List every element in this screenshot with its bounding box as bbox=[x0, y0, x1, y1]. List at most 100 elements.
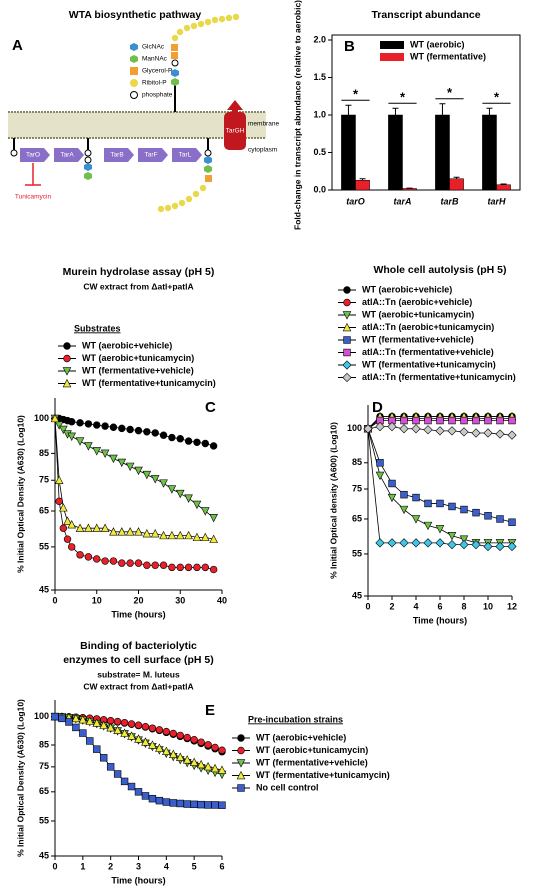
marker bbox=[134, 788, 143, 796]
marker bbox=[67, 418, 76, 426]
x-tick-label: 4 bbox=[413, 601, 418, 611]
legend-label: WT (aerobic) bbox=[410, 39, 465, 49]
marker bbox=[109, 454, 118, 464]
marker bbox=[211, 801, 219, 809]
glycerol bbox=[171, 52, 178, 59]
marker bbox=[58, 714, 66, 723]
marker bbox=[125, 527, 135, 536]
marker bbox=[120, 728, 129, 737]
marker bbox=[71, 713, 81, 723]
marker bbox=[151, 561, 159, 569]
legend-label: WT (fermentative+vehicle) bbox=[82, 365, 194, 375]
chart-title: Murein hydrolase assay (pH 5) bbox=[63, 266, 215, 278]
ribitol bbox=[190, 22, 198, 30]
series-line bbox=[367, 428, 513, 523]
legend-label: WT (fermentative+vehicle) bbox=[256, 757, 368, 767]
marker bbox=[424, 499, 432, 508]
marker bbox=[76, 419, 84, 427]
marker bbox=[162, 798, 171, 806]
mannac-icon bbox=[130, 55, 138, 63]
marker bbox=[84, 523, 93, 532]
legend-label: atlA::Tn (fermentative+vehicle) bbox=[362, 347, 494, 357]
y-axis-label: Fold-change in transcript abundance (rel… bbox=[292, 0, 302, 230]
marker bbox=[237, 784, 245, 792]
marker bbox=[375, 471, 385, 481]
marker bbox=[201, 563, 210, 572]
legend-label: atlA::Tn (aerobic+vehicle) bbox=[362, 297, 472, 307]
series-line bbox=[54, 418, 214, 570]
annotation: * bbox=[447, 85, 453, 100]
x-tick-label: 5 bbox=[192, 861, 197, 871]
chart-title: Transcript abundance bbox=[371, 9, 480, 21]
glycerol bbox=[205, 175, 212, 182]
marker bbox=[376, 459, 384, 467]
ribitol bbox=[178, 199, 186, 207]
marker bbox=[106, 763, 115, 771]
marker bbox=[508, 518, 516, 526]
marker bbox=[399, 505, 409, 515]
marker bbox=[412, 416, 420, 425]
marker bbox=[55, 497, 63, 506]
transporter-label: TarGH bbox=[226, 128, 245, 135]
bar bbox=[435, 114, 450, 191]
marker bbox=[50, 413, 60, 423]
marker bbox=[117, 458, 127, 468]
marker bbox=[484, 416, 492, 425]
phosphate bbox=[171, 59, 179, 67]
marker bbox=[167, 530, 177, 540]
marker bbox=[343, 286, 351, 294]
marker bbox=[126, 425, 134, 434]
marker bbox=[496, 515, 504, 523]
marker bbox=[67, 543, 76, 551]
marker bbox=[141, 792, 150, 800]
marker bbox=[117, 527, 127, 536]
marker bbox=[412, 493, 420, 502]
x-tick-label: 6 bbox=[437, 601, 442, 611]
marker bbox=[375, 538, 385, 548]
marker bbox=[472, 416, 480, 425]
legend-label: WT (fermentative+tunicamycin) bbox=[82, 378, 216, 388]
marker bbox=[93, 745, 101, 753]
legend-text: phosphate bbox=[142, 92, 173, 99]
marker bbox=[192, 500, 202, 510]
marker bbox=[63, 342, 71, 350]
marker bbox=[113, 717, 122, 726]
marker bbox=[176, 731, 184, 740]
marker bbox=[63, 516, 72, 525]
legend-text: ManNAc bbox=[142, 56, 168, 63]
marker bbox=[448, 416, 456, 425]
marker bbox=[342, 322, 352, 332]
ribitol bbox=[171, 202, 179, 210]
marker bbox=[162, 727, 171, 736]
marker bbox=[143, 428, 151, 436]
x-tick-label: 4 bbox=[164, 861, 169, 871]
legend-label: WT (aerobic+vehicle) bbox=[256, 732, 346, 742]
y-tick-label: 100 bbox=[34, 413, 49, 423]
x-tick-label: tarA bbox=[393, 196, 411, 206]
y-tick-label: 75 bbox=[39, 475, 49, 485]
marker bbox=[63, 535, 72, 543]
marker bbox=[175, 530, 185, 540]
marker bbox=[113, 725, 122, 734]
error-bar bbox=[392, 107, 399, 115]
inhibitor-label: Tunicamycin bbox=[15, 194, 52, 201]
ribitol bbox=[192, 190, 200, 198]
marker bbox=[447, 426, 457, 436]
legend-label: WT (aerobic+vehicle) bbox=[82, 340, 172, 350]
marker bbox=[182, 755, 192, 764]
panel-a: WTA biosynthetic pathway A membrane cyto… bbox=[8, 9, 279, 213]
x-axis-label: Time (hours) bbox=[111, 609, 165, 619]
bar bbox=[341, 114, 356, 191]
marker bbox=[127, 720, 136, 728]
marker bbox=[183, 800, 191, 808]
legend-label: WT (aerobic+vehicle) bbox=[362, 284, 452, 294]
y-tick-label: 1.0 bbox=[313, 109, 326, 119]
y-axis-label: % Initial Optical density (A600) (Log10) bbox=[328, 422, 338, 579]
legend-label: WT (aerobic+tunicamycin) bbox=[362, 309, 474, 319]
marker bbox=[151, 429, 159, 437]
marker bbox=[435, 538, 445, 548]
marker bbox=[209, 565, 218, 574]
annotation: * bbox=[494, 90, 500, 105]
marker bbox=[343, 298, 351, 307]
